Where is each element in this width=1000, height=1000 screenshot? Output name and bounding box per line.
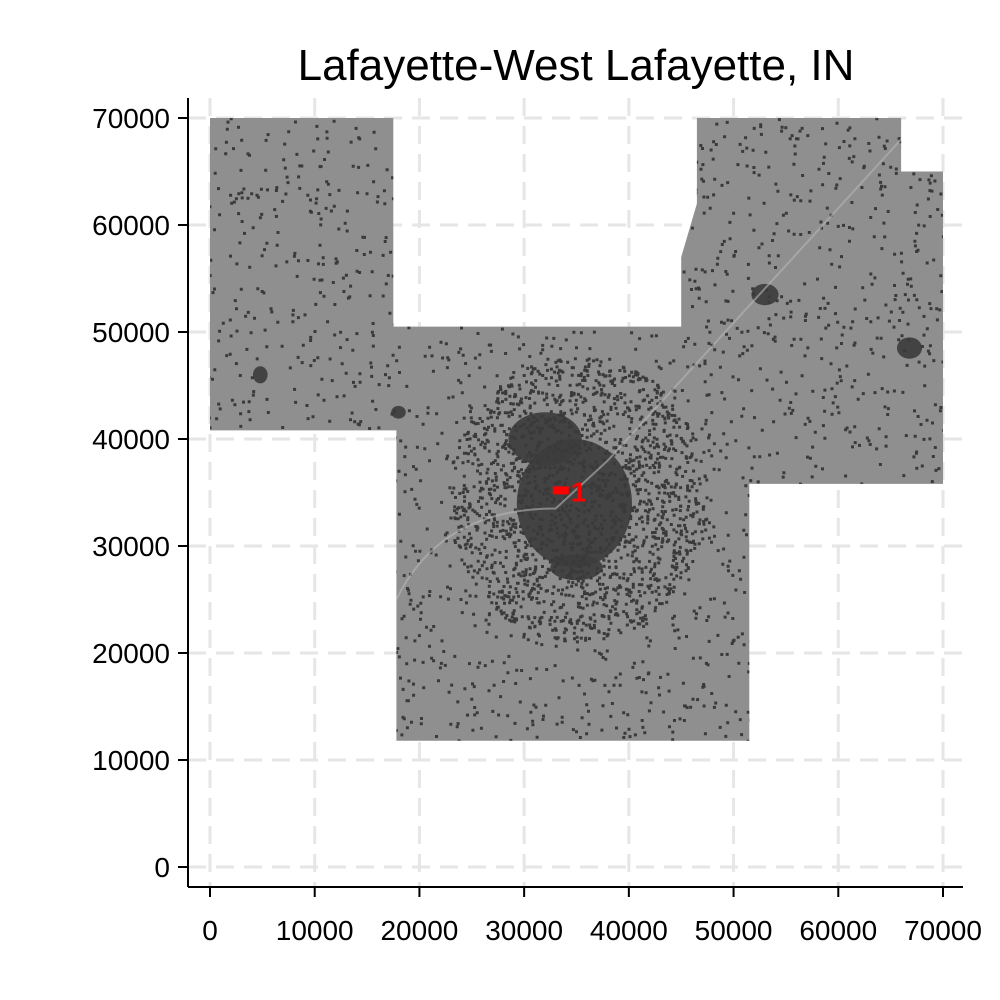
y-tick-label-0: 0 — [154, 852, 170, 883]
cell-dots — [210, 118, 943, 741]
x-tick-label-3: 30000 — [485, 915, 563, 946]
axes — [187, 98, 963, 888]
x-tick-label-6: 60000 — [799, 915, 877, 946]
x-tick-label-0: 0 — [202, 915, 218, 946]
y-axis-ticks: 0 10000 20000 30000 40000 50000 60000 70000 — [92, 103, 188, 883]
dense-area-1 — [508, 412, 582, 466]
chart-title: Lafayette-West Lafayette, IN — [298, 41, 855, 90]
y-tick-label-7: 70000 — [92, 103, 170, 134]
x-tick-label-1: 10000 — [276, 915, 354, 946]
dense-area-0 — [516, 439, 632, 568]
y-tick-label-5: 50000 — [92, 317, 170, 348]
dense-areas — [252, 283, 923, 581]
x-tick-label-2: 20000 — [380, 915, 458, 946]
x-tick-label-4: 40000 — [590, 915, 668, 946]
cluster-label-1: 1 — [571, 476, 587, 507]
y-tick-label-4: 40000 — [92, 424, 170, 455]
cluster-layer: 1 — [552, 476, 587, 507]
x-axis-ticks: 0 10000 20000 30000 40000 50000 60000 70000 — [202, 887, 982, 946]
region-layer — [210, 118, 943, 741]
road-line — [395, 138, 902, 600]
y-tick-label-1: 10000 — [92, 745, 170, 776]
cell-scatter — [210, 118, 943, 741]
y-tick-label-2: 20000 — [92, 638, 170, 669]
x-tick-label-5: 50000 — [695, 915, 773, 946]
dense-area-2 — [751, 283, 779, 306]
dense-area-5 — [391, 405, 406, 419]
cluster-marker-1 — [552, 486, 569, 495]
y-tick-label-3: 30000 — [92, 531, 170, 562]
dense-area-4 — [252, 366, 268, 384]
dense-area-3 — [896, 337, 923, 359]
x-tick-label-7: 70000 — [904, 915, 982, 946]
y-tick-label-6: 60000 — [92, 210, 170, 241]
